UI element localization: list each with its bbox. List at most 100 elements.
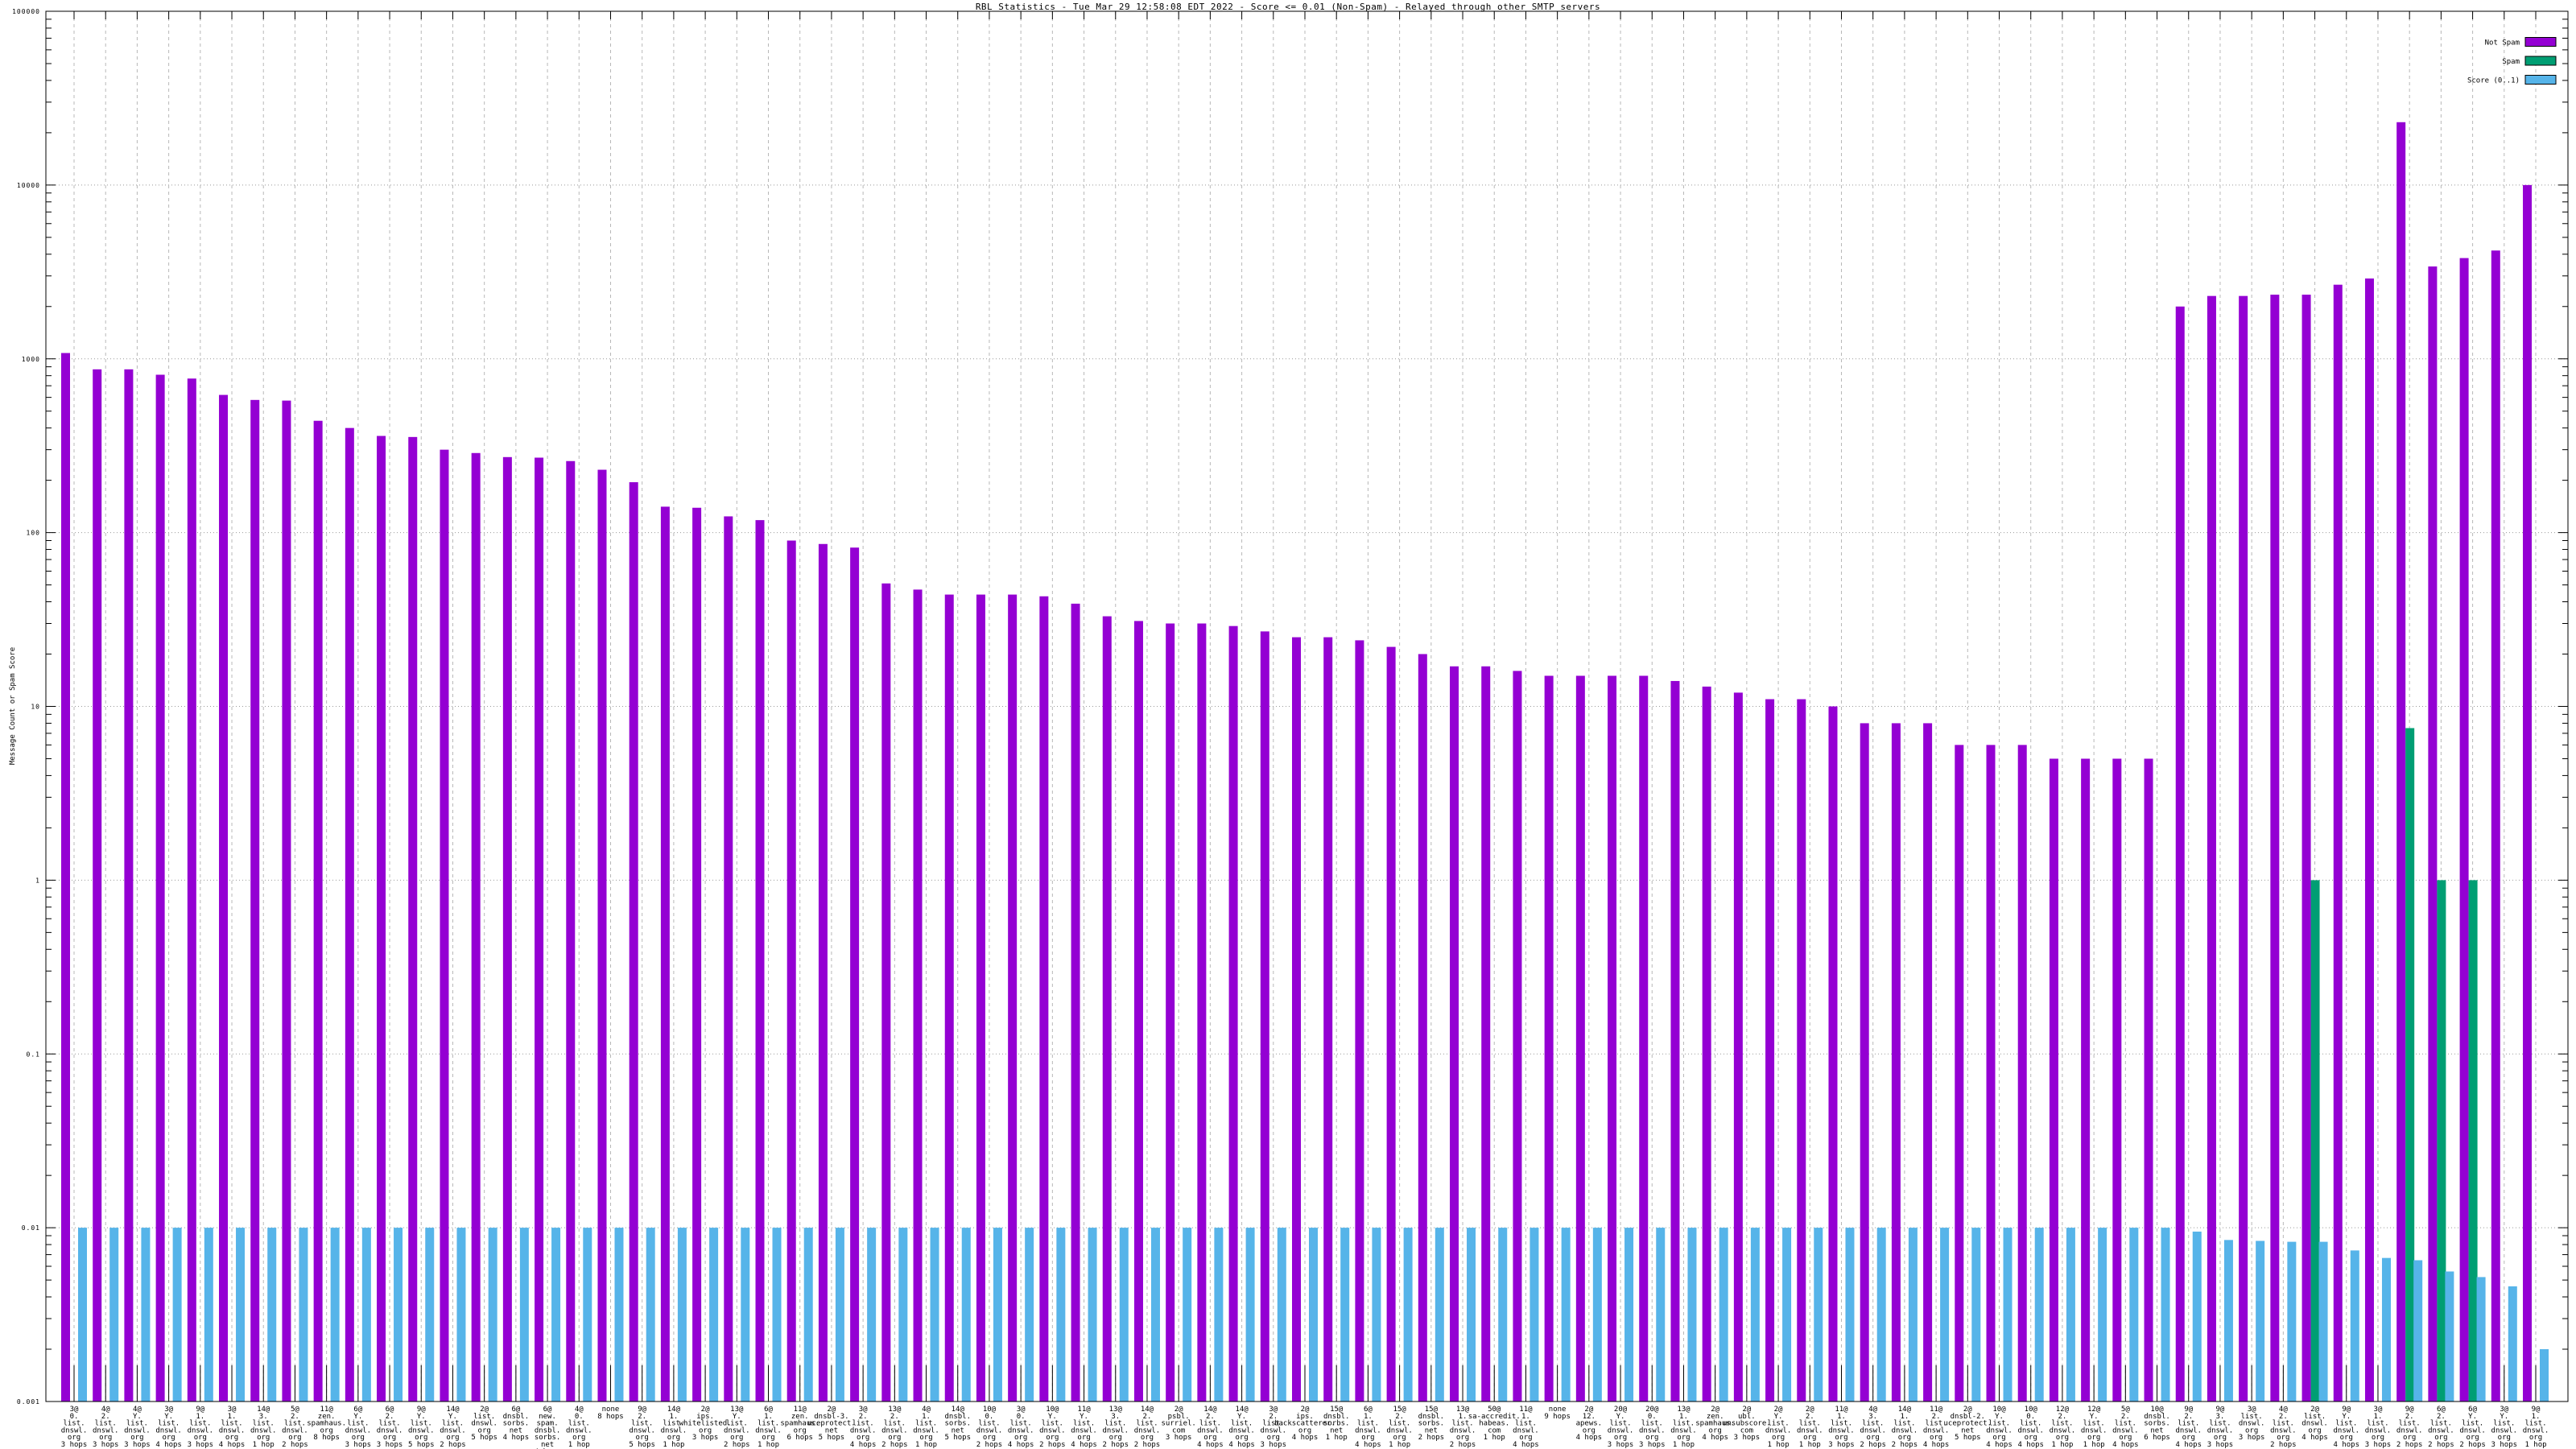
x-category-label: new. — [539, 1413, 556, 1421]
x-category-label: 6@ — [1364, 1406, 1373, 1414]
x-category-label: 9@ — [2405, 1406, 2414, 1414]
bar-not-spam — [1102, 616, 1112, 1402]
bar-score — [1782, 1228, 1792, 1402]
x-category-label: dnswl. — [1039, 1426, 1066, 1435]
x-category-label: dnswl. — [1071, 1426, 1097, 1435]
x-category-label: 3 hops — [2239, 1434, 2265, 1442]
x-category-label: org — [1077, 1434, 1090, 1442]
x-category-label: org — [1456, 1434, 1469, 1442]
x-category-label: 4 hops — [1702, 1434, 1728, 1442]
bar-not-spam — [1418, 654, 1427, 1402]
x-category-label: 6@ — [543, 1406, 552, 1414]
bar-score — [1876, 1228, 1886, 1402]
bar-not-spam — [1008, 594, 1018, 1402]
x-category-label: 4 hops — [850, 1441, 877, 1449]
x-category-label: ips. — [1296, 1413, 1314, 1421]
x-category-label: org — [1014, 1434, 1027, 1442]
x-category-label: unsubscore. — [1723, 1420, 1771, 1428]
x-category-label: 2. — [638, 1413, 646, 1421]
bar-not-spam — [1923, 723, 1933, 1402]
x-category-label: 8 hops — [597, 1413, 624, 1421]
x-category-label: 11@ — [1519, 1406, 1533, 1414]
x-category-label: 4 hops — [1228, 1441, 1255, 1449]
x-category-label: 1 hop — [915, 1441, 937, 1449]
x-category-label: 11@ — [320, 1406, 334, 1414]
x-category-label: 3. — [259, 1413, 268, 1421]
x-category-label: 4 hops — [1292, 1434, 1319, 1442]
bar-not-spam — [1039, 596, 1049, 1402]
x-category-label: list. — [347, 1420, 369, 1428]
bar-not-spam — [2144, 758, 2153, 1402]
bar-not-spam — [692, 507, 702, 1402]
bar-score — [172, 1228, 182, 1402]
x-category-label: 4 hops — [219, 1441, 246, 1449]
bar-not-spam — [1513, 671, 1522, 1402]
x-category-label: 6@ — [2468, 1406, 2477, 1414]
y-tick-label: 0.001 — [17, 1398, 40, 1406]
bar-not-spam — [535, 457, 544, 1402]
x-category-label: 3@ — [1269, 1406, 1278, 1414]
x-category-label: 1. — [228, 1413, 237, 1421]
bar-not-spam — [944, 594, 954, 1402]
x-category-label: org — [699, 1426, 712, 1435]
bar-score — [78, 1228, 87, 1402]
x-category-label: 3 hops — [1734, 1434, 1761, 1442]
x-category-label: spamhaus. — [307, 1420, 346, 1428]
x-category-label: 2. — [2184, 1413, 2193, 1421]
x-category-label: 4 hops — [1355, 1441, 1381, 1449]
x-category-label: 4 hops — [535, 1448, 561, 1449]
x-category-label: dnswl. — [1261, 1426, 1287, 1435]
x-category-label: dnswl. — [282, 1426, 308, 1435]
x-category-label: org — [2119, 1434, 2132, 1442]
bar-score — [1592, 1228, 1602, 1402]
bar-not-spam — [2270, 295, 2280, 1402]
x-category-label: spamhaus. — [780, 1420, 819, 1428]
bar-not-spam — [345, 427, 354, 1402]
x-category-label: dnswl. — [1639, 1426, 1666, 1435]
y-tick-label: 0.1 — [27, 1051, 40, 1058]
x-category-label: 11@ — [1835, 1406, 1848, 1414]
x-category-label: 1 hop — [1389, 1441, 1410, 1449]
x-category-label: 4 hops — [2301, 1434, 2328, 1442]
x-category-label: list. — [1610, 1420, 1632, 1428]
bar-score — [1971, 1228, 1981, 1402]
x-category-label: dnswl. — [1670, 1426, 1697, 1435]
bar-not-spam — [1166, 623, 1175, 1402]
bar-not-spam — [61, 353, 70, 1402]
x-category-label: 4 hops — [1513, 1441, 1539, 1449]
x-category-label: 4 hops — [2017, 1441, 2044, 1449]
x-category-label: list. — [2083, 1420, 2105, 1428]
x-category-label: org — [572, 1434, 585, 1442]
x-category-label: dnsbl. — [535, 1426, 561, 1435]
x-category-label: list. — [1136, 1420, 1158, 1428]
x-category-label: 0. — [2026, 1413, 2035, 1421]
bar-not-spam — [1702, 686, 1711, 1402]
bar-score — [1908, 1228, 1918, 1402]
x-category-label: list. — [568, 1420, 590, 1428]
x-category-label: Y. — [1616, 1413, 1625, 1421]
x-category-label: list. — [284, 1420, 306, 1428]
x-category-label: dnswl. — [2270, 1426, 2297, 1435]
x-category-label: 1 hop — [253, 1441, 275, 1449]
x-category-label: dnswl. — [2523, 1426, 2549, 1435]
bar-score — [2508, 1286, 2517, 1402]
x-category-label: 3@ — [164, 1406, 173, 1414]
x-category-label: list. — [2493, 1420, 2515, 1428]
x-category-label: surriel. — [1161, 1420, 1195, 1428]
x-category-label: org — [1614, 1434, 1627, 1442]
x-category-label: 13@ — [888, 1406, 902, 1414]
x-category-label: 3 hops — [2365, 1441, 2392, 1449]
x-category-label: 5@ — [291, 1406, 299, 1414]
x-category-label: 0. — [575, 1413, 584, 1421]
x-category-label: org — [1141, 1434, 1154, 1442]
x-category-label: org — [383, 1434, 396, 1442]
x-category-label: 10@ — [2150, 1406, 2164, 1414]
x-category-label: com — [1172, 1426, 1185, 1435]
x-category-label: 20@ — [1614, 1406, 1628, 1414]
x-category-label: net — [952, 1426, 964, 1435]
x-category-label: dnsbl. — [944, 1413, 971, 1421]
x-category-label: apews. — [1576, 1420, 1603, 1428]
bar-score — [1687, 1228, 1697, 1402]
x-category-label: list. — [2020, 1420, 2041, 1428]
x-category-label: dnswl. — [2334, 1426, 2360, 1435]
